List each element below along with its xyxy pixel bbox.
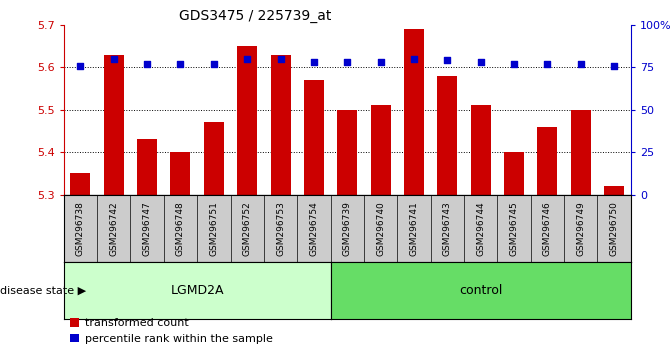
Bar	[304, 80, 324, 195]
Bar	[470, 105, 491, 195]
Text: GSM296743: GSM296743	[443, 201, 452, 256]
Point	[375, 59, 386, 65]
Point	[609, 63, 619, 68]
Text: GSM296753: GSM296753	[276, 201, 285, 256]
Point	[542, 61, 553, 67]
Text: GSM296744: GSM296744	[476, 201, 485, 256]
Bar	[237, 46, 257, 195]
Text: GSM296742: GSM296742	[109, 201, 118, 256]
Point	[309, 59, 319, 65]
Point	[342, 59, 353, 65]
Point	[475, 59, 486, 65]
Text: GSM296749: GSM296749	[576, 201, 585, 256]
Bar	[104, 55, 123, 195]
Bar	[537, 127, 558, 195]
Bar	[70, 173, 91, 195]
Point	[509, 61, 519, 67]
Text: GSM296750: GSM296750	[609, 201, 619, 256]
Text: GSM296751: GSM296751	[209, 201, 218, 256]
Point	[575, 61, 586, 67]
Text: GSM296752: GSM296752	[243, 201, 252, 256]
Bar	[437, 76, 458, 195]
Text: LGMD2A: LGMD2A	[170, 284, 224, 297]
Text: GSM296747: GSM296747	[143, 201, 152, 256]
Point	[275, 56, 286, 62]
Text: GSM296741: GSM296741	[409, 201, 419, 256]
Point	[409, 56, 419, 62]
Point	[75, 63, 86, 68]
Text: GSM296746: GSM296746	[543, 201, 552, 256]
Bar	[270, 55, 291, 195]
Text: GDS3475 / 225739_at: GDS3475 / 225739_at	[178, 9, 331, 23]
Point	[242, 56, 252, 62]
Text: GSM296745: GSM296745	[509, 201, 519, 256]
Point	[175, 61, 186, 67]
Legend: transformed count, percentile rank within the sample: transformed count, percentile rank withi…	[66, 314, 277, 348]
Point	[442, 58, 453, 63]
Point	[142, 61, 152, 67]
Text: GSM296754: GSM296754	[309, 201, 319, 256]
Bar	[170, 152, 191, 195]
Bar	[370, 105, 391, 195]
Text: control: control	[459, 284, 503, 297]
Bar	[338, 110, 357, 195]
Text: GSM296739: GSM296739	[343, 201, 352, 256]
Text: GSM296740: GSM296740	[376, 201, 385, 256]
Bar	[137, 139, 157, 195]
Bar	[604, 186, 624, 195]
Bar	[404, 29, 424, 195]
Point	[209, 61, 219, 67]
Bar	[204, 122, 224, 195]
Bar	[504, 152, 524, 195]
Bar	[571, 110, 590, 195]
Text: disease state ▶: disease state ▶	[0, 285, 86, 295]
Text: GSM296738: GSM296738	[76, 201, 85, 256]
Text: GSM296748: GSM296748	[176, 201, 185, 256]
Point	[109, 56, 119, 62]
